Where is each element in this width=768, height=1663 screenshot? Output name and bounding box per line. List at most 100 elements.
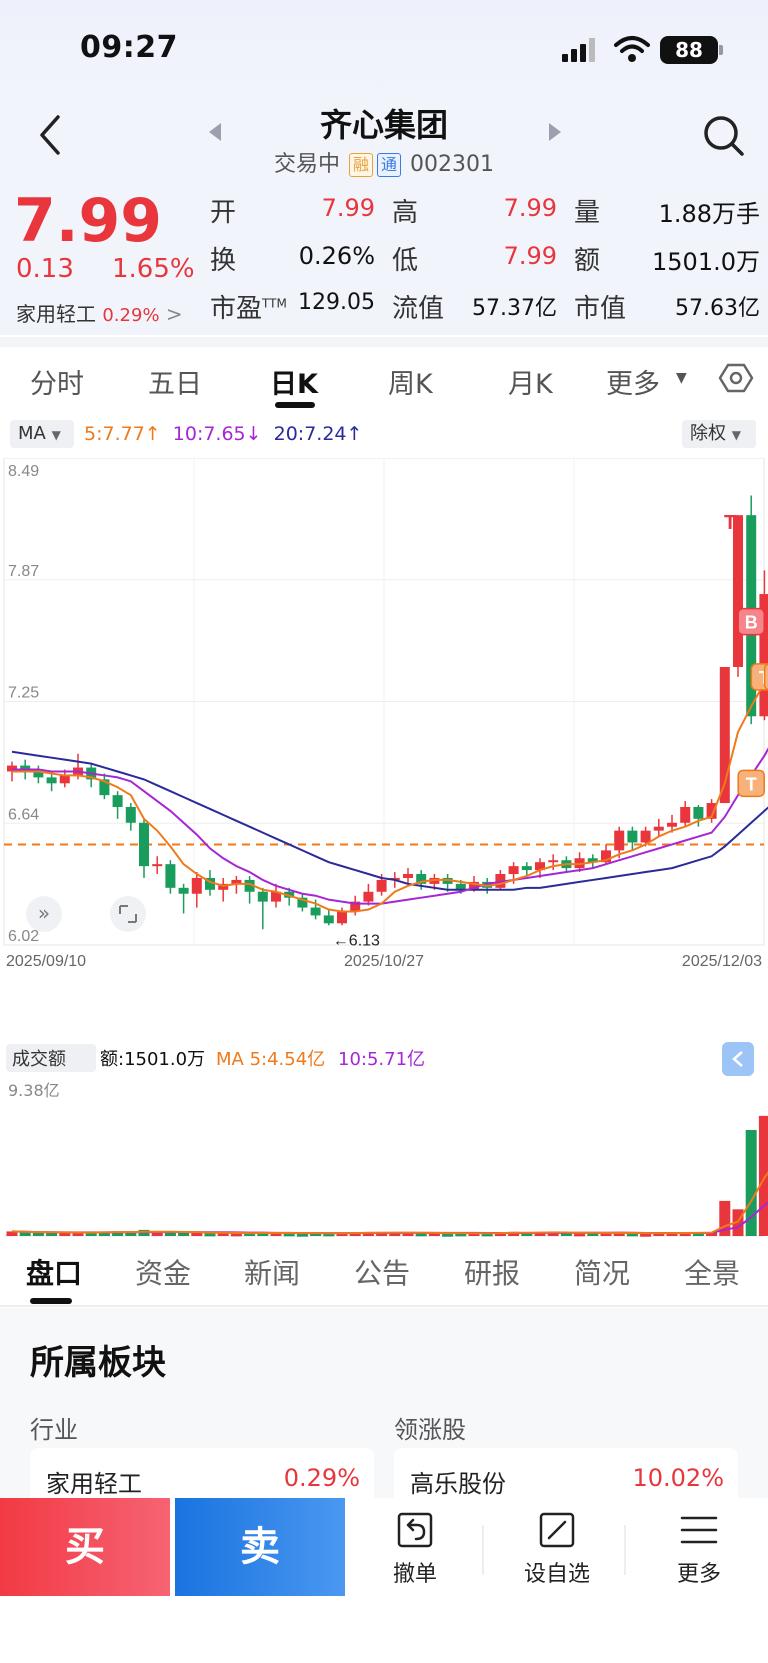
fullscreen-button <box>110 896 146 932</box>
cancel-order-button[interactable]: 撤单 <box>360 1510 470 1588</box>
chart-tab[interactable]: 分时 <box>30 369 84 400</box>
volume-bar <box>72 1231 84 1236</box>
detail-tab[interactable]: 资金 <box>135 1257 192 1290</box>
chart-tab[interactable]: 五日 <box>148 369 202 400</box>
add-watchlist-button[interactable]: 设自选 <box>502 1510 612 1588</box>
dropdown-caret-icon: ▼ <box>51 428 61 442</box>
quote-label-text: 流值 <box>392 294 445 324</box>
industry-name: 家用轻工 <box>46 1470 142 1498</box>
x-tick-label: 2025/12/03 <box>682 953 762 970</box>
search-icon[interactable] <box>700 112 748 160</box>
chart-tab[interactable]: 周K <box>388 369 433 400</box>
battery-tip <box>719 45 723 55</box>
volume-bar <box>534 1232 546 1236</box>
volume-bar <box>204 1233 216 1237</box>
quote-label: 流值 <box>392 288 444 325</box>
next-stock-icon[interactable] <box>545 120 565 144</box>
volume-bar <box>257 1232 269 1236</box>
volume-bar <box>521 1232 533 1236</box>
stock-code: 002301 <box>410 152 494 177</box>
industry-label: 行业 <box>30 1416 78 1444</box>
candle-body <box>667 822 677 827</box>
collapse-panel-button <box>722 1042 754 1076</box>
volume-bar <box>428 1232 440 1236</box>
trade-marker-text: T <box>724 512 736 534</box>
candle-body <box>310 907 321 916</box>
detail-tab[interactable]: 研报 <box>464 1257 521 1290</box>
indicator-label: MA <box>18 423 46 444</box>
prev-stock-icon[interactable] <box>205 120 225 144</box>
volume-bar <box>98 1232 110 1236</box>
volume-bar <box>574 1233 586 1237</box>
quote-label-text: 低 <box>392 246 419 276</box>
adjust-select[interactable]: 除权 ▼ <box>682 420 756 448</box>
volume-bar <box>560 1232 572 1236</box>
more-button[interactable]: 更多 <box>644 1510 754 1588</box>
chevron-left-icon <box>732 1051 743 1067</box>
dropdown-caret-icon[interactable]: ▼ <box>676 370 687 386</box>
detail-tab[interactable]: 公告 <box>354 1257 411 1290</box>
sell-button[interactable]: 卖 <box>175 1498 345 1596</box>
menu-icon <box>680 1516 718 1544</box>
trading-status: 交易中 <box>274 152 341 177</box>
indicator-select[interactable]: MA ▼ <box>10 420 74 448</box>
stock-subtitle: 交易中 融通 002301 <box>0 146 768 178</box>
candle-body <box>455 883 466 890</box>
panel-title: 所属板块 <box>30 1343 166 1383</box>
volume-bar <box>19 1232 31 1236</box>
volume-bar <box>230 1233 242 1237</box>
double-chevron-icon: » <box>38 901 50 925</box>
chart-tab[interactable]: 更多 <box>606 369 660 400</box>
candle-body <box>271 891 281 902</box>
last-price: 7.99 <box>14 186 163 256</box>
detail-tab[interactable]: 新闻 <box>244 1257 301 1290</box>
ma5-line <box>12 665 768 913</box>
back-button[interactable] <box>30 105 70 165</box>
candle-body <box>508 866 519 875</box>
volume-bar <box>244 1232 256 1236</box>
quote-label: 换 <box>210 240 236 277</box>
volume-bar <box>296 1233 308 1237</box>
low-price-label: ←6.13 <box>333 932 380 949</box>
quote-label-text: 市值 <box>574 294 627 324</box>
ma20-arrow: ↑ <box>346 423 363 445</box>
volume-bar <box>481 1233 493 1237</box>
adjust-label: 除权 <box>690 423 726 444</box>
candle-body <box>601 850 611 863</box>
candle-body <box>139 822 149 867</box>
candle-body <box>297 897 308 908</box>
expand-left-button <box>26 896 62 932</box>
volume-bar <box>679 1232 691 1236</box>
candlestick-chart[interactable]: 8.497.877.256.646.02TBTTTTTTT-8.38→←6.13… <box>0 458 768 1038</box>
candle-body <box>693 806 704 819</box>
candle-body <box>376 879 387 892</box>
volume-bar <box>692 1232 704 1236</box>
volume-bar <box>151 1232 163 1236</box>
quote-label-text: 换 <box>210 246 237 276</box>
detail-tab[interactable]: 盘口 <box>26 1257 83 1290</box>
detail-tab[interactable]: 全景 <box>684 1257 741 1290</box>
chart-period-tabs: 分时 五日 日K 周K 月K 更多 ▼ <box>0 350 768 410</box>
detail-tab[interactable]: 简况 <box>574 1257 631 1290</box>
candle-body <box>535 862 545 871</box>
volume-bar <box>323 1233 335 1237</box>
sector-link[interactable]: 家用轻工 0.29% > <box>16 298 183 327</box>
candle-body <box>469 881 479 890</box>
buy-button[interactable]: 买 <box>0 1498 170 1596</box>
chart-settings-icon[interactable] <box>718 360 754 396</box>
volume-bar <box>666 1232 678 1236</box>
volume-ma10-line <box>11 1201 768 1235</box>
volume-bar <box>125 1232 137 1236</box>
candle-body <box>350 901 361 912</box>
quote-value: 1501.0万 <box>652 248 760 276</box>
ma20-value: 20:7.24 <box>273 423 347 445</box>
chart-tab[interactable]: 日K <box>270 369 318 400</box>
ma10-value: 10:7.65 <box>172 423 246 445</box>
candle-body <box>640 830 651 843</box>
volume-chart[interactable]: 成交额 额:1501.0万 MA 5:4.54亿 10:5.71亿 9.38亿 <box>0 1040 768 1240</box>
volume-bar <box>283 1233 295 1237</box>
volume-bar <box>455 1233 467 1237</box>
chart-tab[interactable]: 月K <box>508 369 553 400</box>
candle-body <box>548 860 559 863</box>
trade-marker-box <box>737 769 765 798</box>
